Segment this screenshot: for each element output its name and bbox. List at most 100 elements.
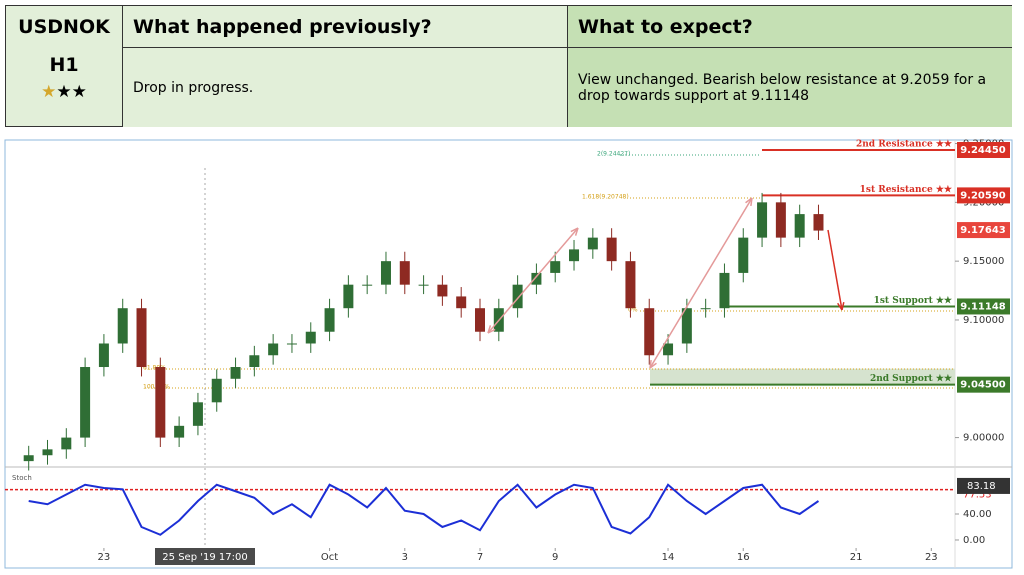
y-tick-label: 9.00000 — [963, 433, 1004, 444]
candle-body — [569, 249, 580, 262]
candle-body — [155, 367, 166, 438]
candle-body — [757, 202, 768, 238]
level-name: 1st Support ★★ — [874, 295, 953, 306]
indicator-last: 83.18 — [967, 481, 996, 492]
candle-body — [98, 343, 109, 368]
candle-body — [644, 308, 655, 356]
symbol-cell: USDNOK H1 ★★★ — [6, 6, 123, 127]
candle-body — [587, 237, 598, 250]
candle-body — [775, 202, 786, 238]
candle-body — [437, 284, 448, 297]
indicator-line — [28, 483, 820, 536]
symbol: USDNOK — [18, 16, 110, 38]
candle-body — [399, 261, 410, 285]
candle-body — [606, 237, 617, 262]
candle-body — [324, 308, 335, 332]
x-tick-label: 3 — [402, 552, 408, 563]
y-tick-label: 9.15000 — [963, 256, 1004, 267]
level-price: 9.11148 — [960, 301, 1006, 312]
candle-body — [512, 284, 523, 309]
level-price-box — [957, 187, 1010, 204]
x-tick-label: 23 — [98, 552, 111, 563]
arrow-head — [649, 359, 657, 369]
candle-body — [23, 455, 34, 462]
candle-body — [625, 261, 636, 309]
last-price-box — [957, 222, 1010, 239]
fib-label: 61.80% — [143, 365, 166, 372]
arrow-head — [487, 325, 496, 334]
candle-body — [700, 308, 711, 310]
candle-body — [211, 378, 222, 403]
arrow-head — [570, 227, 579, 236]
candle-body — [80, 367, 91, 438]
arrow-head — [837, 302, 845, 311]
candle-body — [192, 402, 203, 426]
x-tick-label: 23 — [925, 552, 938, 563]
candle-body — [268, 343, 279, 356]
chart-frame — [4, 139, 1013, 569]
fib-label: 1.618(9.20748) — [582, 194, 629, 201]
x-tick-label: 14 — [662, 552, 675, 563]
level-price: 9.04500 — [960, 380, 1006, 391]
level-price: 9.24450 — [960, 145, 1006, 156]
candle-body — [418, 284, 429, 286]
info-table: USDNOK H1 ★★★ What happened previously? … — [5, 5, 1012, 127]
last-price: 9.17643 — [960, 225, 1006, 236]
candle-body — [456, 296, 467, 309]
y2-tick-label: 0.00 — [963, 535, 985, 546]
x-tick-label: 9 — [552, 552, 558, 563]
level-name: 2nd Resistance ★★ — [856, 138, 953, 149]
level-price: 9.20590 — [960, 190, 1006, 201]
candle-body — [305, 331, 316, 344]
indicator-name: Stoch — [12, 474, 32, 482]
header-cell: What happened previously? — [123, 6, 568, 48]
candle-body — [249, 355, 260, 368]
candle-body — [663, 343, 674, 356]
x-tick-label: 7 — [477, 552, 483, 563]
fib-label: 2(9.24427) — [597, 151, 630, 158]
support-zone — [650, 368, 955, 385]
candle-body — [343, 284, 354, 309]
arrow-head — [745, 197, 753, 207]
candle-body — [738, 237, 749, 273]
candle-body — [681, 308, 692, 344]
candle-body — [794, 214, 805, 238]
candle-body — [362, 284, 373, 286]
rating-stars: ★★★ — [41, 82, 87, 102]
level-name: 1st Resistance ★★ — [860, 184, 953, 195]
crosshair-box — [155, 548, 255, 565]
overbought-label: 77.53 — [963, 490, 992, 501]
candle-body — [380, 261, 391, 285]
candle-body — [117, 308, 128, 344]
level-price-box — [957, 376, 1010, 393]
crosshair-label: 25 Sep '19 17:00 — [162, 552, 247, 563]
level-price-box — [957, 298, 1010, 315]
level-name: 2nd Support ★★ — [870, 373, 953, 384]
candle-body — [174, 425, 185, 438]
candle-body — [531, 272, 542, 285]
candle-body — [475, 308, 485, 332]
body-cell: View unchanged. Bearish below resistance… — [568, 48, 1012, 127]
arrow — [487, 227, 579, 334]
candle-body — [230, 367, 241, 379]
body-cell: Drop in progress. — [123, 48, 568, 127]
arrow — [827, 229, 843, 311]
candle-body — [550, 261, 561, 273]
candle-body — [136, 308, 147, 368]
arrow — [649, 197, 753, 369]
level-price-box — [957, 141, 1010, 158]
y-tick-label: 9.10000 — [963, 315, 1004, 326]
candle-body — [61, 437, 72, 450]
timeframe: H1 — [49, 54, 79, 76]
x-tick-label: 21 — [850, 552, 863, 563]
candle-body — [42, 449, 53, 456]
candle-body — [813, 214, 824, 231]
x-tick-label: 16 — [737, 552, 750, 563]
fib-label: 0% — [628, 307, 638, 314]
candle-body — [286, 343, 297, 345]
candle-body — [719, 272, 730, 309]
header-cell: What to expect? — [568, 6, 1012, 48]
indicator-last-box — [957, 477, 1010, 494]
